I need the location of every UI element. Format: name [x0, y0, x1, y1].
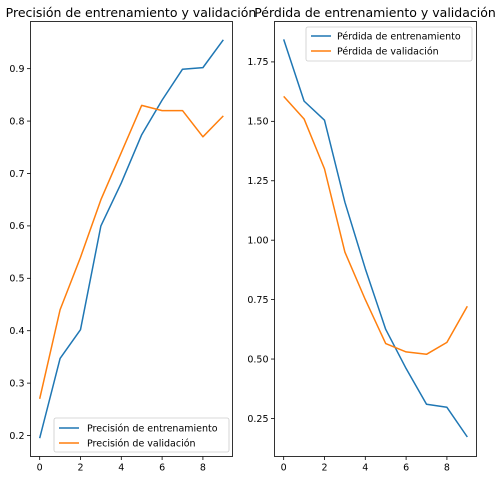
- loss-y-tick-label: 1.50: [247, 117, 268, 128]
- loss-series-line-validation: [283, 95, 468, 356]
- accuracy-legend-box: [53, 417, 230, 453]
- loss-legend-box: [305, 26, 473, 62]
- accuracy-x-tick-label: 2: [77, 463, 83, 474]
- loss-x-tick-label: 8: [444, 463, 450, 474]
- loss-series-layer: [282, 39, 468, 438]
- loss-y-tick-label: 0.75: [247, 295, 268, 306]
- accuracy-chart-title: Precisión de entrenamiento y validación: [6, 5, 257, 20]
- loss-y-axis: 0.25 0.50 0.75 1.00 1.25 1.50 1.75: [247, 57, 275, 425]
- accuracy-x-tick-label: 4: [118, 463, 124, 474]
- accuracy-y-tick-label: 0.8: [9, 116, 24, 127]
- loss-series-line-training: [282, 39, 468, 438]
- accuracy-x-tick-label: 8: [200, 463, 206, 474]
- accuracy-chart: Precisión de entrenamiento y validación …: [6, 5, 257, 474]
- loss-legend-label-validation: Pérdida de validación: [337, 47, 439, 58]
- accuracy-series-line-training: [38, 39, 224, 439]
- accuracy-legend: Precisión de entrenamiento Precisión de …: [53, 417, 230, 453]
- loss-y-tick-label: 0.50: [247, 354, 268, 365]
- accuracy-legend-label-training: Precisión de entrenamiento: [87, 424, 218, 435]
- accuracy-y-tick-label: 0.3: [9, 378, 24, 389]
- accuracy-y-tick-label: 0.5: [9, 274, 24, 285]
- loss-y-tick-label: 1.00: [247, 235, 268, 246]
- loss-legend: Pérdida de entrenamiento Pérdida de vali…: [305, 26, 473, 62]
- loss-x-axis: 0 2 4 6 8: [281, 456, 450, 474]
- accuracy-y-tick-label: 0.9: [9, 64, 24, 75]
- accuracy-y-tick-label: 0.7: [9, 169, 24, 180]
- loss-y-tick-label: 1.25: [247, 176, 268, 187]
- loss-x-tick-label: 4: [362, 463, 368, 474]
- accuracy-x-tick-label: 0: [37, 463, 43, 474]
- accuracy-y-axis: 0.2 0.3 0.4 0.5 0.6 0.7 0.8 0.9: [9, 64, 31, 442]
- accuracy-x-axis: 0 2 4 6 8: [37, 456, 206, 474]
- accuracy-y-tick-label: 0.4: [9, 326, 24, 337]
- loss-chart-title: Pérdida de entrenamiento y validación: [254, 5, 496, 20]
- loss-y-tick-label: 0.25: [247, 414, 268, 425]
- loss-plot-frame: [274, 21, 477, 457]
- loss-chart: Pérdida de entrenamiento y validación 0.…: [247, 5, 495, 474]
- accuracy-legend-label-validation: Precisión de validación: [87, 439, 196, 450]
- accuracy-plot-frame: [30, 21, 233, 457]
- loss-legend-label-training: Pérdida de entrenamiento: [337, 32, 461, 43]
- loss-x-tick-label: 2: [321, 463, 327, 474]
- accuracy-series-line-validation: [38, 104, 224, 400]
- loss-x-tick-label: 0: [281, 463, 287, 474]
- loss-x-tick-label: 6: [403, 463, 409, 474]
- accuracy-series-layer: [38, 39, 224, 439]
- loss-y-tick-label: 1.75: [247, 57, 268, 68]
- accuracy-y-tick-label: 0.6: [9, 221, 24, 232]
- accuracy-x-tick-label: 6: [159, 463, 165, 474]
- accuracy-y-tick-label: 0.2: [9, 431, 24, 442]
